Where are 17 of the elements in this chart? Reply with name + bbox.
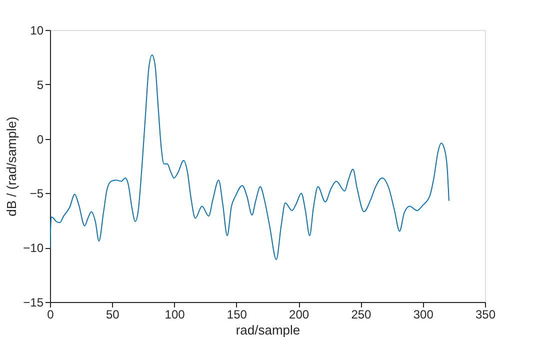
x-tick-label: 0 <box>47 308 54 322</box>
y-tick-label: 5 <box>36 78 44 92</box>
y-tick-label: −10 <box>23 241 44 256</box>
x-tick-label: 300 <box>413 308 434 322</box>
line-series <box>50 54 450 260</box>
y-tick-label: 10 <box>30 24 44 38</box>
y-axis-title: dB / (rad/sample) <box>4 116 20 216</box>
x-tick-label: 150 <box>226 308 248 322</box>
x-axis-title: rad/sample <box>236 322 300 337</box>
x-tick-label: 200 <box>289 308 310 322</box>
y-tick-label: 0 <box>36 132 44 146</box>
y-tick-label: −15 <box>23 296 44 310</box>
x-tick-label: 350 <box>475 308 496 322</box>
y-tick-label: −5 <box>30 186 44 201</box>
x-tick-label: 250 <box>351 308 372 322</box>
x-tick-label: 50 <box>106 308 120 322</box>
x-tick-label: 100 <box>164 308 186 322</box>
